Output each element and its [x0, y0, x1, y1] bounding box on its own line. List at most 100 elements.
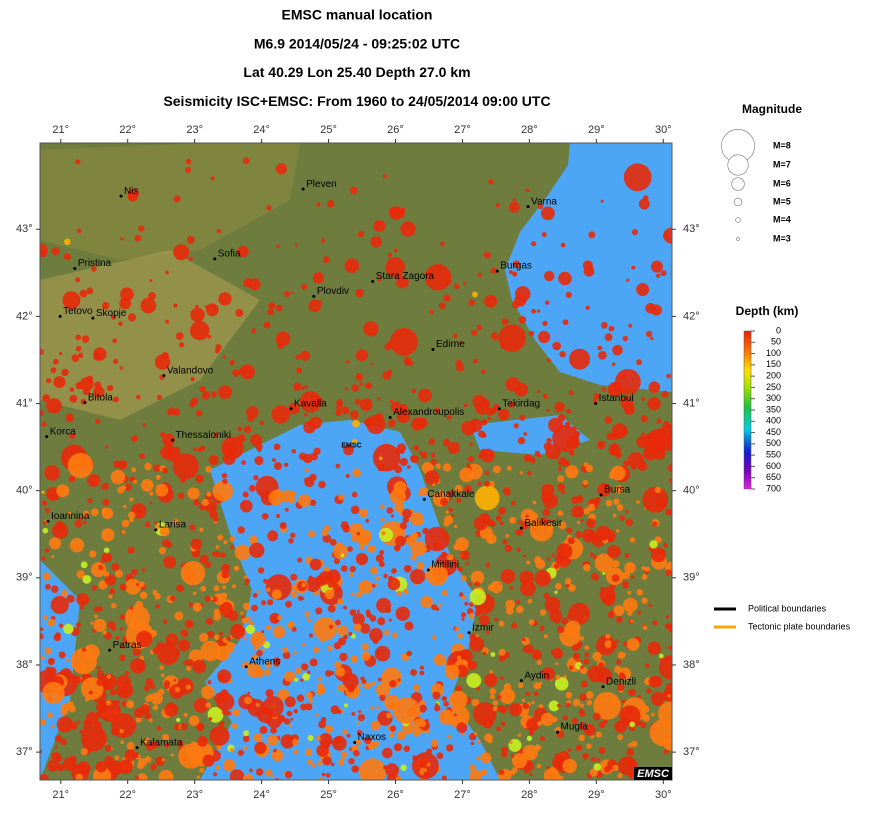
quake-dot	[270, 727, 277, 734]
quake-dot	[207, 680, 212, 685]
city-label: Burgas	[500, 261, 532, 272]
lat-tick-label: 43°	[16, 223, 33, 235]
city-marker	[556, 730, 560, 734]
quake-dot	[499, 676, 504, 681]
quake-dot	[530, 518, 554, 542]
city-label: Aydin	[524, 670, 549, 681]
quake-dot	[320, 238, 326, 243]
quake-dot	[546, 766, 550, 770]
quake-dot	[277, 714, 286, 723]
quake-dot	[663, 735, 672, 751]
quake-dot	[629, 537, 636, 543]
quake-dot	[667, 694, 671, 698]
quake-dot	[628, 771, 636, 779]
quake-dot	[343, 444, 354, 456]
quake-dot	[469, 764, 477, 771]
quake-dot	[192, 602, 202, 612]
quake-dot	[322, 534, 332, 543]
magnitude-label: M=3	[773, 233, 791, 243]
quake-dot	[588, 231, 596, 239]
quake-dot	[251, 604, 258, 612]
quake-dot	[410, 512, 424, 526]
quake-dot	[136, 394, 141, 400]
quake-dot	[429, 309, 434, 315]
quake-dot	[307, 735, 314, 741]
quake-dot	[271, 749, 284, 762]
quake-dot	[424, 470, 440, 486]
quake-dot	[55, 760, 59, 764]
quake-dot	[91, 585, 98, 591]
quake-dot	[213, 613, 221, 621]
lat-tick-label: 39°	[683, 572, 700, 584]
depth-colorbar	[743, 330, 752, 490]
quake-dot	[211, 552, 216, 556]
quake-dot	[472, 291, 478, 298]
quake-dot	[300, 663, 309, 671]
quake-dot	[53, 376, 66, 389]
quake-dot	[334, 736, 343, 745]
quake-dot	[495, 203, 500, 208]
quake-dot	[199, 385, 206, 393]
quake-dot	[95, 727, 99, 731]
quake-dot	[520, 521, 529, 530]
quake-dot	[157, 688, 165, 696]
quake-dot	[154, 521, 158, 525]
quake-dot	[80, 725, 107, 752]
quake-dot	[329, 538, 337, 546]
quake-dot	[327, 645, 333, 652]
quake-dot	[96, 678, 104, 686]
city-label: Pleven	[306, 179, 337, 190]
quake-dot	[359, 545, 365, 551]
quake-dot	[180, 477, 186, 484]
quake-dot	[594, 553, 614, 573]
quake-dot	[441, 775, 447, 780]
quake-dot	[243, 425, 252, 434]
quake-dot	[384, 629, 390, 635]
quake-dot	[665, 508, 672, 516]
quake-dot	[665, 682, 672, 696]
quake-dot	[466, 673, 482, 688]
quake-dot	[240, 499, 253, 513]
quake-dot	[130, 658, 146, 674]
quake-dot	[539, 736, 545, 742]
quake-dot	[395, 535, 406, 547]
quake-dot	[342, 525, 351, 533]
city-marker	[91, 316, 95, 320]
quake-dot	[304, 611, 311, 617]
quake-dot	[150, 692, 163, 705]
quake-dot	[508, 702, 523, 717]
quake-dot	[98, 580, 108, 590]
quake-dot	[379, 550, 385, 555]
quake-dot	[598, 662, 605, 669]
quake-dot	[165, 270, 169, 275]
quake-dot	[229, 769, 245, 780]
quake-dot	[208, 717, 213, 721]
quake-dot	[474, 609, 482, 617]
axes: 21° 21° 22° 22° 23° 23° 24° 24° 25° 25° 26° 26° 27° 2…	[16, 124, 700, 801]
quake-dot	[509, 516, 517, 524]
quake-dot	[178, 743, 204, 769]
quake-dot	[180, 629, 189, 638]
quake-dot	[554, 618, 560, 624]
quake-dot	[596, 758, 601, 762]
quake-dot	[481, 399, 490, 408]
quake-dot	[620, 428, 628, 436]
quake-dot	[631, 265, 636, 270]
quake-dot	[625, 707, 633, 716]
quake-dot	[448, 489, 456, 496]
quake-dot	[376, 706, 380, 710]
quake-dot	[425, 718, 429, 723]
quake-dot	[352, 613, 365, 626]
quake-dot	[249, 535, 258, 545]
header: EMSC manual location M6.9 2014/05/24 - 09…	[163, 7, 550, 109]
quake-dot	[173, 244, 190, 261]
quake-dot	[188, 715, 200, 726]
quake-dot	[375, 412, 384, 421]
quake-dot	[562, 715, 568, 721]
quake-dot	[351, 384, 359, 392]
quake-dot	[321, 772, 326, 777]
magnitude-legend-title: Magnitude	[742, 102, 802, 116]
quake-dot	[648, 381, 661, 394]
quake-dot	[531, 308, 536, 314]
quake-dot	[232, 369, 240, 377]
